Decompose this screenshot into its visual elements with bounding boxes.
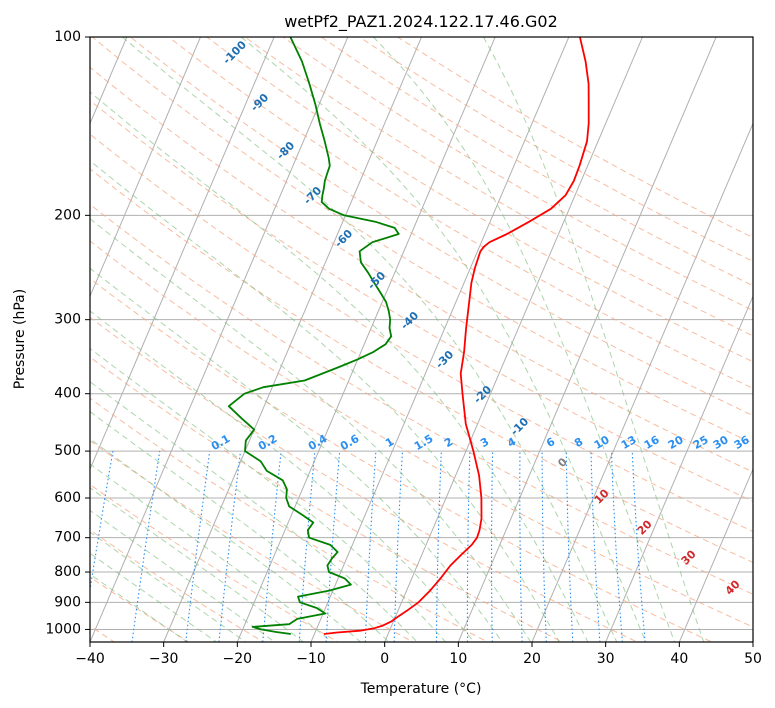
y-tick-label: 400 — [54, 386, 81, 402]
y-tick-label: 100 — [54, 29, 81, 45]
moist-adiabat-line — [90, 218, 532, 642]
moist-adiabat-line — [121, 37, 618, 642]
isotherm-line — [531, 122, 753, 642]
isotherm-line — [236, 37, 496, 642]
temperature-profile-line — [323, 37, 590, 635]
x-tick-label: 0 — [380, 651, 389, 667]
moist-adiabat-line — [90, 91, 589, 642]
plot-area — [90, 37, 753, 642]
moist-adiabat-line — [90, 410, 390, 642]
y-axis: 100 200 300 400 500 600 700 800 900 1000 — [45, 29, 90, 637]
mixing-ratio-line — [393, 451, 404, 642]
x-axis-title: Temperature (°C) — [360, 681, 482, 697]
x-tick-label: −10 — [296, 651, 326, 667]
isotherm-line — [90, 37, 275, 471]
isotherm-line — [90, 37, 202, 298]
mixing-ratio-line — [298, 451, 316, 642]
y-tick-label: 700 — [54, 530, 81, 546]
y-tick-label: 200 — [54, 207, 81, 223]
x-tick-label: 20 — [523, 651, 541, 667]
moist-adiabat-line — [90, 267, 503, 642]
dry-adiabat-line — [90, 356, 564, 642]
x-tick-label: −40 — [75, 651, 105, 667]
y-tick-label: 1000 — [45, 621, 81, 637]
moist-adiabat-line — [90, 160, 560, 642]
isotherm-line — [310, 37, 570, 642]
y-tick-label: 800 — [54, 564, 81, 580]
mixing-ratio-line — [435, 451, 442, 642]
dry-adiabat-line — [90, 168, 753, 563]
mixing-ratio-line — [466, 451, 471, 642]
mixing-ratio-line — [631, 451, 646, 642]
mixing-ratio-line — [610, 451, 623, 642]
isotherm-line — [90, 37, 128, 125]
y-tick-label: 500 — [54, 443, 81, 459]
mixing-ratio-line — [325, 451, 341, 642]
moist-adiabat-line — [90, 463, 333, 642]
moist-adiabat-line — [482, 37, 705, 642]
x-tick-label: 50 — [744, 651, 762, 667]
dewpoint-profile-line — [227, 37, 400, 635]
y-tick-label: 600 — [54, 490, 81, 506]
mixing-ratio-line — [590, 451, 601, 642]
x-tick-label: 30 — [597, 651, 615, 667]
mixing-ratio-line — [490, 451, 494, 642]
mixing-ratio-line — [519, 451, 523, 642]
chart-title: wetPf2_PAZ1.2024.122.17.46.G02 — [284, 12, 558, 32]
moist-adiabat-line — [90, 487, 305, 642]
y-tick-label: 900 — [54, 594, 81, 610]
dry-adiabat-line — [90, 316, 639, 642]
mixing-ratio-line — [131, 451, 161, 642]
isotherm-line — [605, 295, 753, 642]
x-tick-label: 10 — [449, 651, 467, 667]
dry-adiabat-line — [90, 529, 265, 642]
moist-adiabat-line — [90, 573, 189, 642]
moist-adiabat-line — [90, 381, 418, 642]
dry-adiabat-line — [90, 278, 713, 642]
mixing-ratio-line — [218, 451, 242, 642]
isotherm-line — [457, 37, 717, 642]
y-axis-title: Pressure (hPa) — [12, 289, 28, 389]
dry-adiabat-line — [244, 37, 753, 337]
dry-adiabat-line — [90, 203, 753, 595]
moist-adiabat-line — [90, 347, 447, 642]
dry-adiabat-line — [90, 483, 340, 642]
isotherm-line — [678, 467, 753, 642]
isotherm-line — [384, 37, 644, 642]
dry-adiabat-line — [282, 37, 753, 312]
x-axis: −40 −30 −20 −10 0 10 20 30 40 50 — [75, 642, 762, 667]
plot-frame — [89, 36, 754, 643]
moist-adiabat-line — [90, 552, 218, 642]
moist-adiabat-line — [373, 37, 676, 642]
x-tick-label: 40 — [670, 651, 688, 667]
x-tick-label: −30 — [149, 651, 179, 667]
mixing-ratio-line — [541, 451, 547, 642]
dry-adiabat-line — [91, 37, 753, 445]
moist-adiabat-line — [90, 310, 475, 642]
dry-adiabat-line — [90, 240, 753, 628]
x-tick-label: −20 — [223, 651, 253, 667]
mixing-ratio-line — [565, 451, 574, 642]
isotherm-line — [90, 37, 349, 642]
dry-adiabat-line — [90, 397, 489, 642]
dry-adiabat-line — [90, 66, 753, 473]
moist-adiabat-line — [240, 37, 647, 642]
y-tick-label: 300 — [54, 312, 81, 328]
dry-adiabat-line — [167, 37, 753, 389]
mixing-ratio-line — [185, 451, 211, 642]
